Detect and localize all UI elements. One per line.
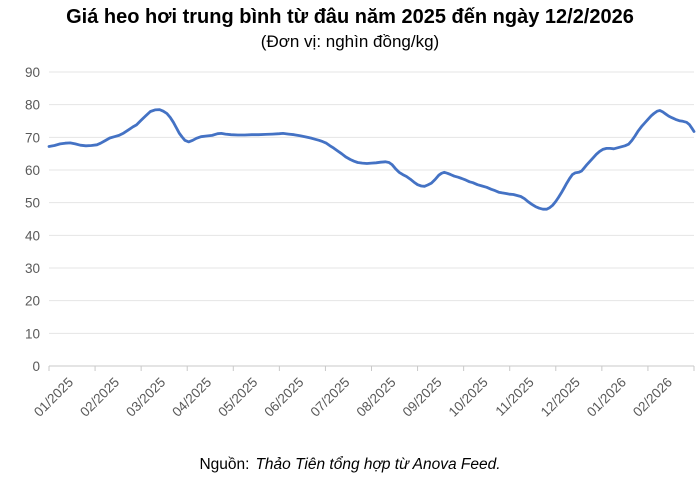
x-tick-label: 02/2026 bbox=[630, 375, 675, 420]
x-tick-label: 02/2025 bbox=[77, 375, 122, 420]
x-tick-label: 04/2025 bbox=[169, 375, 214, 420]
y-tick-label: 0 bbox=[32, 359, 40, 374]
chart-unit-subtitle: (Đơn vị: nghìn đồng/kg) bbox=[260, 32, 440, 51]
x-tick-label: 11/2025 bbox=[492, 375, 536, 419]
x-tick-label: 05/2025 bbox=[215, 375, 260, 420]
source-label: Nguồn: bbox=[199, 456, 250, 473]
y-tick-label: 80 bbox=[25, 98, 40, 113]
y-tick-label: 70 bbox=[25, 130, 40, 145]
x-tick-label: 10/2025 bbox=[446, 375, 491, 420]
x-tick-label: 06/2025 bbox=[261, 375, 306, 420]
y-tick-label: 60 bbox=[25, 163, 40, 178]
x-tick-label: 12/2025 bbox=[538, 375, 583, 420]
chart-title: Giá heo hơi trung bình từ đâu năm 2025 đ… bbox=[66, 6, 634, 28]
price-line-chart: 0 10 20 30 40 50 60 70 80 90 01/2025 02/2025 03/2025… bbox=[25, 65, 696, 420]
x-tick-label: 03/2025 bbox=[123, 375, 168, 420]
x-tick-label: 09/2025 bbox=[400, 375, 445, 420]
y-tick-label: 40 bbox=[25, 228, 40, 243]
x-tick-label: 07/2025 bbox=[307, 375, 352, 420]
x-tick-label: 01/2026 bbox=[584, 375, 629, 420]
y-tick-label: 30 bbox=[25, 261, 40, 276]
x-tick-label: 08/2025 bbox=[354, 375, 399, 420]
source-credit: Thảo Tiên tổng hợp từ Anova Feed. bbox=[255, 456, 501, 473]
x-tick-label: 01/2025 bbox=[31, 375, 76, 420]
y-tick-label: 50 bbox=[25, 196, 40, 211]
price-line bbox=[47, 108, 696, 211]
y-tick-label: 90 bbox=[25, 65, 40, 80]
y-tick-label: 20 bbox=[25, 294, 40, 309]
y-tick-label: 10 bbox=[25, 326, 40, 341]
source-line: Nguồn: Thảo Tiên tổng hợp từ Anova Feed. bbox=[0, 456, 700, 474]
